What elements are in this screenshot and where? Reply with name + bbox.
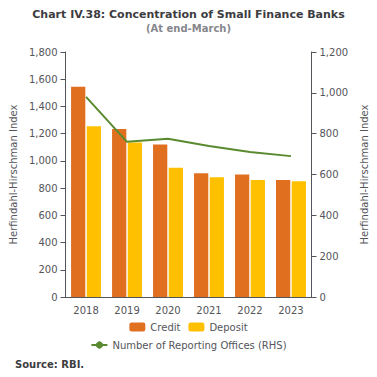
svg-text:Number of Reporting Offices (R: Number of Reporting Offices (RHS) [112,340,286,351]
svg-text:2018: 2018 [73,305,98,316]
svg-text:0: 0 [319,292,325,303]
svg-text:2021: 2021 [196,305,221,316]
svg-text:600: 600 [38,210,57,221]
svg-text:Herfindahl-Hirschman Index: Herfindahl-Hirschman Index [359,104,370,244]
svg-text:Chart IV.38: Concentration of: Chart IV.38: Concentration of Small Fina… [32,8,345,21]
svg-text:1,000: 1,000 [29,155,58,166]
svg-text:1,200: 1,200 [319,47,348,58]
svg-text:1,000: 1,000 [319,87,348,98]
svg-text:2022: 2022 [237,305,262,316]
svg-text:Source: RBI.: Source: RBI. [15,359,84,370]
svg-text:200: 200 [319,251,338,262]
svg-text:2020: 2020 [155,305,180,316]
svg-text:1,600: 1,600 [29,74,58,85]
svg-text:400: 400 [38,237,57,248]
svg-text:(At end-March): (At end-March) [146,23,231,34]
svg-text:2023: 2023 [278,305,303,316]
svg-text:800: 800 [319,128,338,139]
svg-text:800: 800 [38,183,57,194]
svg-text:1,200: 1,200 [29,128,58,139]
svg-text:1,800: 1,800 [29,47,58,58]
svg-text:Herfindahl-Hirschman Index: Herfindahl-Hirschman Index [8,104,19,244]
svg-text:0: 0 [51,292,57,303]
svg-text:2019: 2019 [114,305,139,316]
svg-text:Deposit: Deposit [209,322,247,333]
svg-text:200: 200 [38,264,57,275]
svg-text:600: 600 [319,169,338,180]
svg-text:400: 400 [319,210,338,221]
svg-text:1,400: 1,400 [29,101,58,112]
svg-text:Credit: Credit [150,322,180,333]
